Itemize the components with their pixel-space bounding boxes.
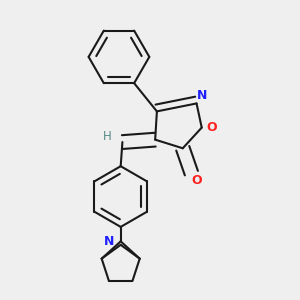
Text: O: O [191,173,202,187]
Text: O: O [206,121,217,134]
Text: N: N [196,89,207,102]
Text: N: N [103,235,114,248]
Text: H: H [103,130,111,143]
